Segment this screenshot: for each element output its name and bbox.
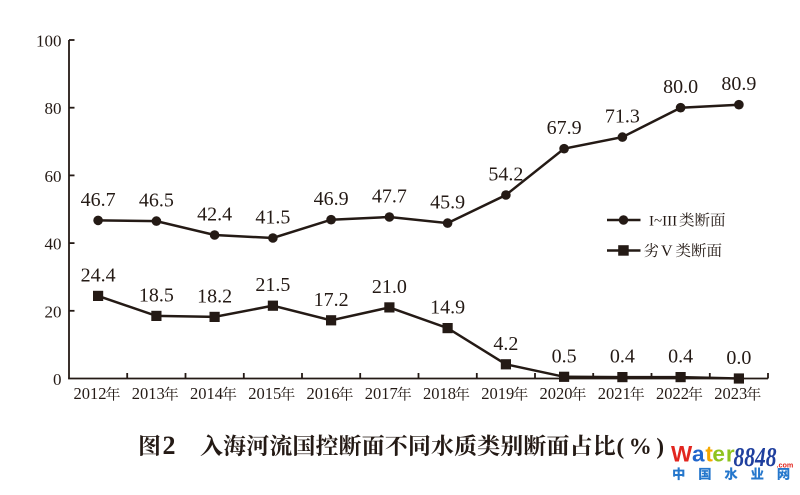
svg-text:2015: 2015	[248, 384, 281, 403]
svg-text:.com: .com	[777, 460, 794, 469]
svg-text:2: 2	[163, 431, 176, 460]
svg-text:t: t	[705, 442, 713, 467]
svg-text:V: V	[661, 243, 673, 260]
svg-text:0.0: 0.0	[726, 347, 751, 369]
svg-text:45.9: 45.9	[430, 192, 465, 214]
svg-text:71.3: 71.3	[605, 106, 640, 128]
svg-text:80: 80	[45, 99, 62, 118]
svg-text:2018: 2018	[423, 384, 456, 403]
svg-text:46.9: 46.9	[314, 188, 349, 210]
svg-text:60: 60	[45, 167, 62, 186]
svg-text:a: a	[692, 442, 705, 467]
svg-text:( % ): ( % )	[617, 434, 665, 459]
svg-text:r: r	[726, 442, 735, 467]
svg-text:67.9: 67.9	[547, 117, 582, 139]
svg-text:80.9: 80.9	[721, 73, 756, 95]
svg-text:24.4: 24.4	[81, 264, 116, 286]
svg-text:14.9: 14.9	[430, 297, 465, 319]
svg-text:46.5: 46.5	[139, 190, 174, 212]
svg-text:0: 0	[53, 370, 62, 389]
svg-text:0.5: 0.5	[552, 345, 577, 367]
svg-text:41.5: 41.5	[255, 207, 290, 229]
svg-text:18.5: 18.5	[139, 284, 174, 306]
svg-text:20: 20	[45, 302, 62, 321]
svg-text:2013: 2013	[132, 384, 165, 403]
svg-text:0.4: 0.4	[610, 346, 635, 368]
svg-text:80.0: 80.0	[663, 76, 698, 98]
svg-text:W: W	[671, 442, 693, 467]
svg-text:42.4: 42.4	[197, 204, 232, 226]
svg-text:2023: 2023	[714, 384, 747, 403]
svg-text:21.0: 21.0	[372, 276, 407, 298]
svg-text:2012: 2012	[74, 384, 107, 403]
svg-text:47.7: 47.7	[372, 186, 407, 208]
svg-text:2016: 2016	[307, 384, 340, 403]
svg-text:21.5: 21.5	[255, 274, 290, 296]
svg-text:2020: 2020	[540, 384, 573, 403]
svg-text:I~III: I~III	[649, 214, 677, 230]
svg-text:46.7: 46.7	[81, 189, 116, 211]
svg-text:18.2: 18.2	[197, 285, 232, 307]
svg-text:54.2: 54.2	[488, 164, 523, 186]
svg-text:2017: 2017	[365, 384, 398, 403]
svg-text:2021: 2021	[598, 384, 631, 403]
svg-text:17.2: 17.2	[314, 289, 349, 311]
svg-text:0.4: 0.4	[668, 346, 693, 368]
svg-text:4.2: 4.2	[493, 333, 518, 355]
svg-text:8848: 8848	[734, 442, 777, 472]
svg-text:100: 100	[36, 32, 62, 51]
svg-text:2022: 2022	[656, 384, 689, 403]
svg-text:2019: 2019	[481, 384, 514, 403]
svg-text:40: 40	[45, 235, 62, 254]
svg-text:e: e	[712, 442, 725, 467]
svg-text:2014: 2014	[190, 384, 223, 403]
